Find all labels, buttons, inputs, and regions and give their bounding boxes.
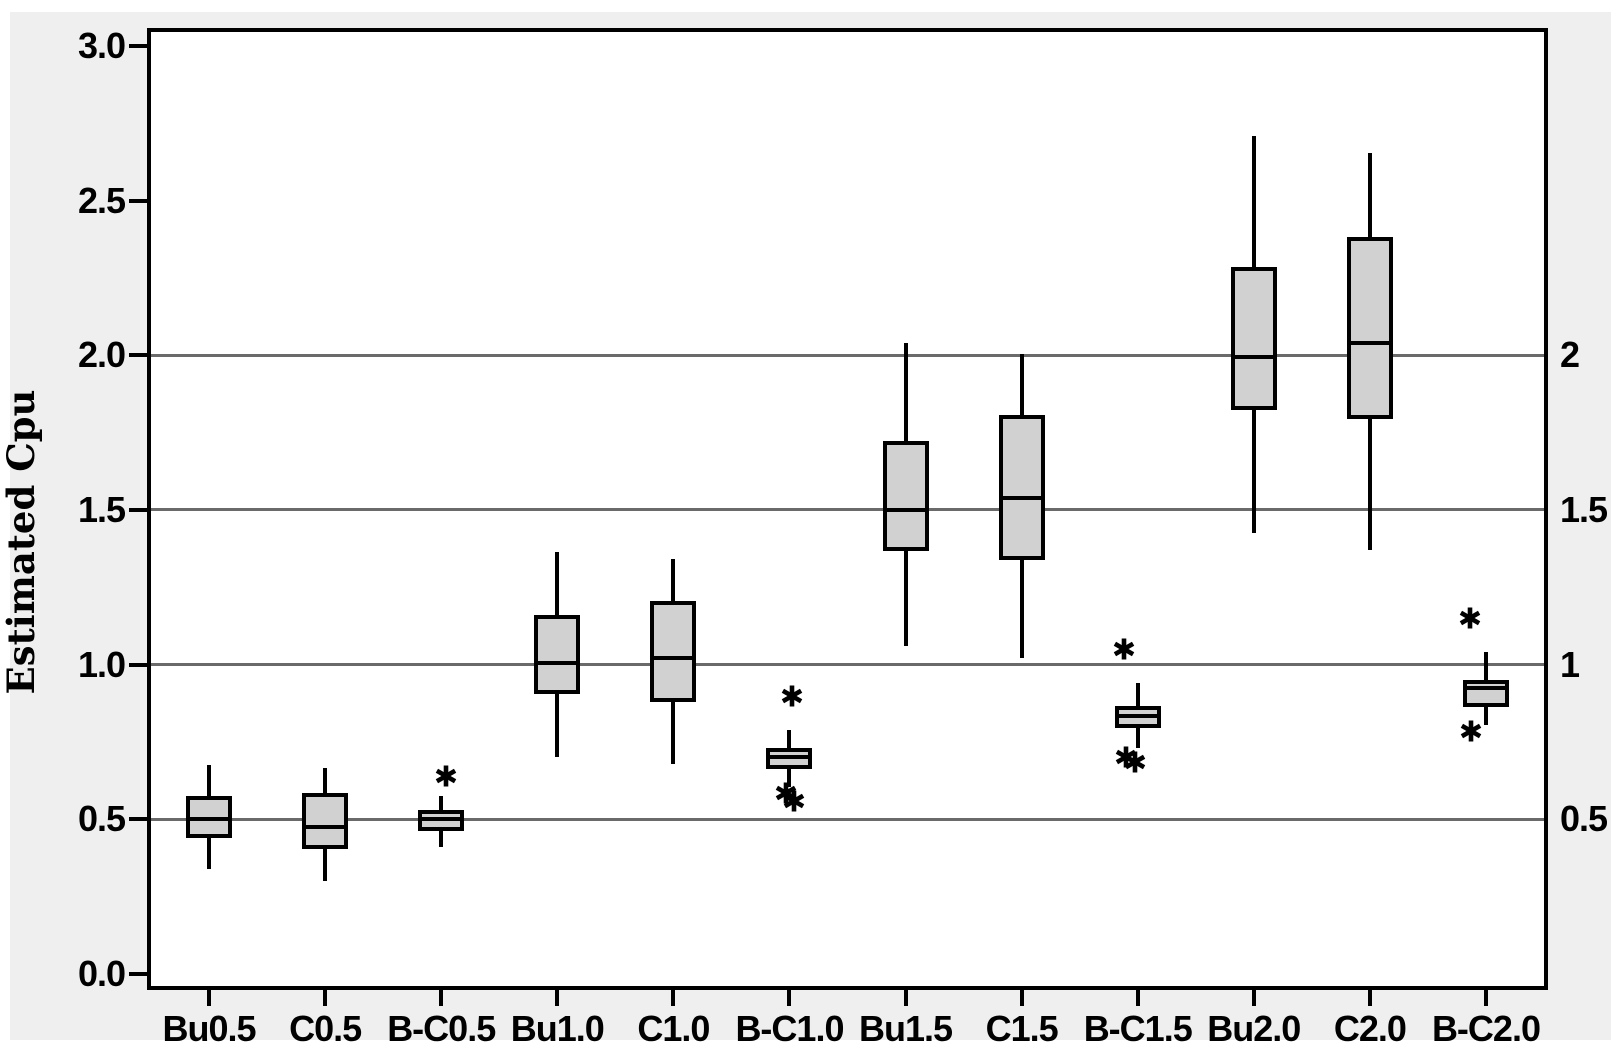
x-category-label: C1.5	[985, 1008, 1059, 1049]
box	[882, 441, 929, 551]
right-axis-tick-label: 1	[1560, 643, 1580, 685]
x-tick-mark	[323, 990, 328, 1006]
outlier-star	[783, 790, 805, 812]
box	[534, 614, 581, 695]
outlier-star	[1124, 751, 1146, 773]
x-category-label: Bu2.0	[1207, 1008, 1301, 1049]
median-line	[998, 495, 1045, 500]
x-category-label: C1.0	[637, 1008, 710, 1049]
x-tick-mark	[1019, 990, 1024, 1006]
median-line	[882, 507, 929, 512]
y-tick-label: 0.5	[77, 798, 126, 840]
x-category-label: C0.5	[289, 1008, 362, 1049]
box	[1346, 237, 1393, 420]
right-axis-tick-label: 0.5	[1560, 798, 1608, 840]
median-line	[1230, 354, 1277, 359]
outlier-star	[435, 765, 457, 787]
right-axis-tick-label: 1.5	[1560, 488, 1608, 530]
box	[186, 795, 233, 839]
box	[1230, 266, 1277, 410]
median-line	[534, 661, 581, 666]
y-tick-mark	[129, 662, 147, 667]
y-tick-label: 1.5	[77, 488, 126, 530]
x-category-label: B-C0.5	[387, 1008, 496, 1049]
y-tick-label: 3.0	[77, 24, 126, 66]
median-line	[186, 817, 233, 822]
y-tick-mark	[129, 198, 147, 203]
box	[302, 792, 349, 850]
median-line	[650, 656, 697, 661]
outlier-star-icon	[784, 790, 805, 812]
box	[998, 415, 1045, 560]
x-category-label: B-C1.0	[735, 1008, 844, 1049]
gridline	[151, 817, 1544, 821]
y-tick-mark	[129, 353, 147, 358]
y-tick-label: 2.0	[77, 334, 126, 376]
x-tick-mark	[555, 990, 560, 1006]
x-tick-mark	[787, 990, 792, 1006]
median-line	[302, 825, 349, 829]
outlier-star-icon	[1460, 720, 1482, 742]
y-tick-label: 1.0	[77, 643, 126, 685]
gridline	[151, 353, 1544, 357]
y-tick-mark	[129, 817, 147, 822]
outlier-star-icon	[1459, 607, 1481, 629]
outlier-star	[1459, 607, 1481, 629]
x-tick-mark	[207, 990, 212, 1006]
median-line	[1114, 713, 1161, 718]
x-tick-mark	[671, 990, 676, 1006]
y-tick-label: 2.5	[77, 179, 126, 221]
outlier-star-icon	[782, 685, 803, 707]
plot-area: 0.0 0.5 1.0 1.5 2.0 2.5 3.0 0.5 1 1.5 2 Bu0.5 C0.5 B-…	[78, 25, 1608, 1049]
x-tick-mark	[439, 990, 444, 1006]
x-category-label: B-C1.5	[1083, 1008, 1193, 1049]
y-tick-mark	[129, 971, 147, 976]
outlier-star	[1113, 638, 1135, 660]
x-tick-mark	[1135, 990, 1140, 1006]
box	[1462, 679, 1509, 707]
x-category-label: Bu1.5	[859, 1008, 953, 1049]
y-tick-mark	[129, 507, 147, 512]
x-category-label: Bu1.0	[510, 1008, 605, 1049]
x-category-label: B-C2.0	[1431, 1008, 1541, 1049]
x-tick-mark	[1483, 990, 1488, 1006]
outlier-star-icon	[1124, 751, 1145, 773]
outlier-star-icon	[1113, 638, 1134, 660]
right-axis-tick-label: 2	[1560, 334, 1580, 376]
y-tick-label: 0.0	[77, 952, 126, 994]
outlier-star	[1460, 720, 1482, 742]
x-category-label: Bu0.5	[162, 1008, 257, 1049]
x-tick-mark	[1251, 990, 1256, 1006]
outlier-star-icon	[435, 765, 457, 787]
median-line	[1462, 685, 1509, 690]
outlier-star	[781, 685, 803, 707]
box	[650, 600, 697, 703]
y-tick-mark	[129, 43, 147, 48]
median-line	[1346, 340, 1393, 345]
median-line	[418, 817, 465, 822]
x-category-label: C2.0	[1333, 1008, 1407, 1049]
x-tick-mark	[1367, 990, 1372, 1006]
x-tick-mark	[903, 990, 908, 1006]
gridline	[151, 663, 1544, 667]
gridline	[151, 508, 1544, 512]
median-line	[766, 755, 813, 760]
